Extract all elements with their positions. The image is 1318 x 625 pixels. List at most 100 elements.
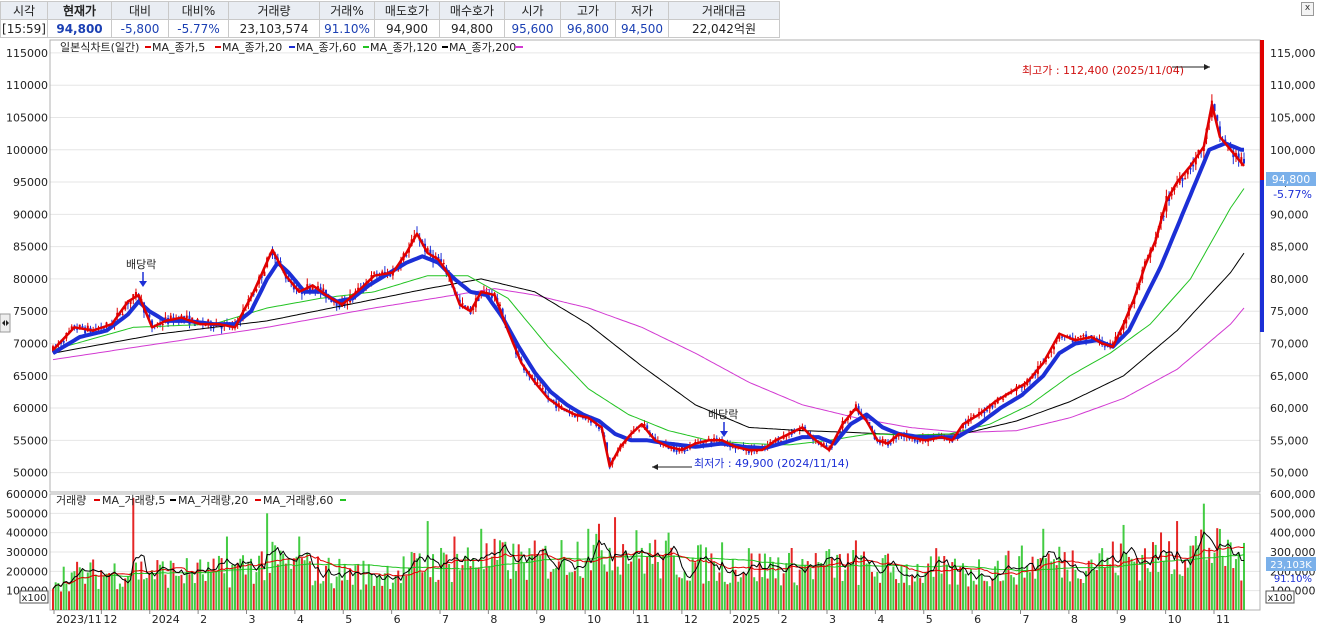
volume-bar-332	[940, 573, 943, 610]
volume-bar-316	[897, 583, 900, 610]
volume-bar-300	[854, 540, 857, 610]
volume-bar-70	[239, 558, 242, 610]
x-tick-label-23: 10	[1168, 613, 1182, 625]
volume-bars-layer	[52, 497, 1245, 610]
legend-ma5: MA_종가,5	[152, 41, 205, 54]
volume-bar-141	[429, 577, 432, 610]
volume-bar-319	[905, 564, 908, 610]
left-tick-label-13: 115000	[6, 47, 48, 60]
volume-bar-203	[595, 533, 598, 610]
volume-bar-260	[747, 548, 750, 610]
volume-bar-92	[298, 536, 301, 610]
volume-bar-318	[903, 582, 906, 610]
volume-bar-181	[536, 553, 539, 610]
candle-body-374	[1052, 346, 1055, 350]
volume-bar-293	[836, 554, 839, 610]
candle-body-363	[1023, 384, 1026, 388]
volume-bar-198	[581, 577, 584, 610]
volume-bar-413	[1157, 572, 1160, 610]
col-ask-header: 매도호가	[374, 1, 440, 20]
volume-bar-46	[175, 575, 178, 610]
candle-body-222	[646, 425, 649, 429]
volume-bar-430	[1202, 503, 1205, 610]
volume-bar-426	[1192, 545, 1195, 610]
close-button[interactable]: x	[1301, 2, 1314, 16]
volume-bar-112	[351, 584, 354, 610]
volume-bar-53	[193, 583, 196, 610]
volume-bar-402	[1127, 556, 1130, 610]
legend-ma60: MA_종가,60	[296, 41, 356, 54]
volume-bar-360	[1015, 584, 1018, 610]
stock-chart[interactable]: 5000055000600006500070000750008000085000…	[0, 38, 1318, 625]
volume-bar-287	[820, 562, 823, 610]
right-tick-label-2: 60,000	[1270, 402, 1309, 415]
volume-bar-102	[324, 565, 327, 610]
volume-bar-438	[1224, 565, 1227, 610]
volume-bar-200	[587, 528, 590, 610]
right-price-axis: 50,000 55,000 60,000 65,000 70,000 75,000 80,0…	[1270, 47, 1316, 480]
candle-body-281	[804, 426, 807, 429]
volume-bar-137	[418, 553, 421, 610]
candle-body-145	[440, 259, 443, 262]
volume-bar-60	[212, 558, 215, 610]
scale-indicators: x100 x100	[19, 590, 1295, 604]
volume-bar-286	[817, 562, 820, 610]
volume-bar-428	[1197, 545, 1200, 610]
volume-value: 23,103,574	[228, 19, 320, 38]
volume-bar-432	[1208, 547, 1211, 610]
volume-bar-131	[402, 556, 405, 610]
volume-bar-56	[201, 574, 204, 610]
volume-bar-265	[761, 577, 764, 610]
col-volume-pct-header: 거래%	[319, 1, 375, 20]
volume-bar-373	[1050, 561, 1053, 610]
dividend-label-2: 배당락	[708, 408, 738, 421]
volume-bar-194	[571, 572, 574, 610]
candle-body-85	[279, 261, 282, 263]
volume-bar-172	[512, 543, 515, 610]
volume-bar-351	[991, 578, 994, 610]
left-tick-label-4: 70000	[13, 337, 48, 350]
candle-body-157	[472, 308, 475, 310]
volume-bar-274	[785, 563, 788, 610]
right-tick-label-3: 65,000	[1270, 370, 1309, 383]
candle-body-300	[854, 404, 857, 409]
volume-bar-5	[65, 583, 68, 610]
volume-bar-219	[638, 558, 641, 610]
col-change-pct-header: 대비%	[168, 1, 229, 20]
volume-bar-331	[937, 556, 940, 610]
volume-bar-209	[611, 570, 614, 610]
high-arrow-head	[1204, 64, 1210, 70]
candle-body-246	[710, 440, 713, 444]
volume-bar-82	[271, 541, 274, 610]
volume-bar-427	[1194, 536, 1197, 610]
volume-bar-284	[812, 579, 815, 610]
ma20-line	[51, 141, 1244, 451]
volume-bar-55	[199, 559, 202, 610]
x-tick-label-19: 6	[974, 613, 981, 625]
x-tick-label-2: 2024	[152, 613, 180, 625]
moving-average-layer	[51, 103, 1245, 468]
candle-body-221	[643, 423, 646, 427]
candle-body-393	[1103, 346, 1106, 348]
volume-bar-75	[252, 583, 255, 610]
candle-body-44	[169, 315, 172, 322]
volume-bar-355	[1002, 580, 1005, 610]
volume-bar-100	[319, 583, 322, 610]
volume-bar-49	[183, 583, 186, 610]
candle-body-195	[573, 415, 576, 418]
volume-title: 거래량	[56, 494, 86, 507]
high-annotation: 최고가 : 112,400 (2025/11/04)	[1022, 64, 1210, 77]
dividend-arrow-head-1	[139, 281, 147, 287]
volume-bar-179	[531, 555, 534, 610]
volume-bar-338	[956, 584, 959, 610]
col-price-header: 현재가	[47, 1, 112, 20]
left-tick-label-9: 95000	[13, 176, 48, 189]
candle-body-424	[1186, 169, 1189, 175]
volume-bar-241	[697, 545, 700, 610]
left-scroll-arrow[interactable]	[0, 313, 11, 333]
left-tick-label-7: 85000	[13, 241, 48, 254]
x-tick-label-6: 5	[345, 613, 352, 625]
right-tick-label-1: 55,000	[1270, 434, 1309, 447]
candle-body-427	[1194, 157, 1197, 165]
candle-body-383	[1077, 337, 1080, 339]
